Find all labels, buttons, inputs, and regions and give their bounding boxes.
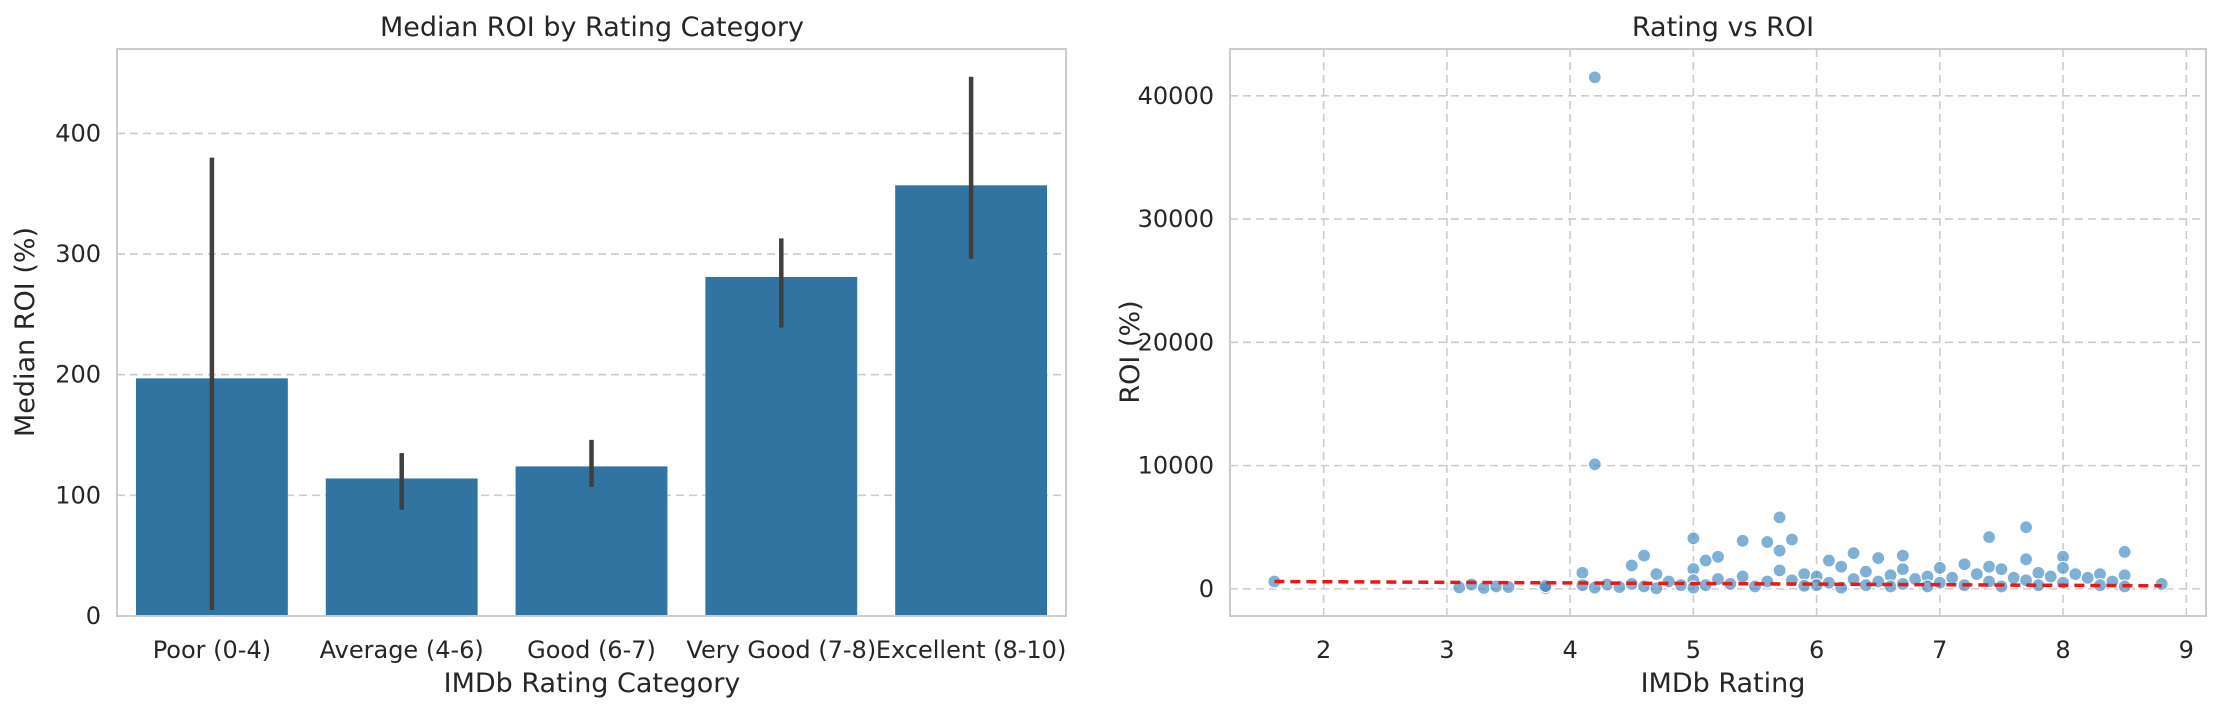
scatter-x-axis-label: IMDb Rating — [1641, 668, 1806, 699]
scatter-x-tick-label: 2 — [1316, 636, 1331, 664]
bar-x-tick-label: Very Good (7-8) — [686, 636, 876, 664]
scatter-point — [1982, 559, 1997, 574]
bar-y-axis-label: Median ROI (%) — [10, 227, 41, 437]
scatter-y-tick-label: 0 — [1199, 575, 1214, 603]
scatter-point — [1747, 579, 1763, 594]
scatter-point — [1686, 531, 1701, 546]
bar-x-tick-label: Excellent (8-10) — [876, 636, 1066, 664]
scatter-y-tick-label: 10000 — [1138, 452, 1214, 480]
scatter-x-tick-label: 9 — [2179, 636, 2194, 664]
bar-x-tick-label: Good (6-7) — [527, 636, 656, 664]
scatter-point — [1945, 570, 1960, 585]
scatter-point — [2068, 566, 2083, 582]
scatter-point — [1969, 566, 1984, 582]
bar-y-tick-label: 300 — [55, 240, 101, 268]
scatter-plot-frame — [1229, 48, 2207, 617]
scatter-point — [1895, 548, 1910, 563]
scatter-points — [1267, 70, 2169, 596]
scatter-x-tick-label: 8 — [2055, 636, 2070, 664]
scatter-point — [1698, 553, 1713, 568]
scatter-point — [1760, 534, 1775, 550]
scatter-point — [1797, 566, 1812, 582]
scatter-x-tick-label: 5 — [1686, 636, 1701, 664]
bar-x-tick-label: Average (4-6) — [320, 636, 484, 664]
scatter-point — [1760, 574, 1775, 589]
scatter-point — [1649, 566, 1664, 582]
bar-error-bars — [209, 76, 974, 610]
scatter-point — [2154, 576, 2169, 592]
scatter-y-tick-labels: 0 10000 20000 30000 40000 — [1138, 82, 1214, 603]
bar-y-tick-labels: 0 100 200 300 400 — [55, 119, 101, 630]
scatter-point — [1575, 578, 1590, 593]
scatter-point — [1587, 457, 1602, 472]
scatter-point — [1636, 548, 1652, 563]
scatter-point — [1735, 533, 1750, 548]
bar-series — [135, 185, 1048, 616]
scatter-chart-title: Rating vs ROI — [1632, 12, 1814, 43]
scatter-point — [1982, 530, 1997, 545]
scatter-point — [2031, 565, 2046, 580]
scatter-point — [2006, 570, 2021, 585]
scatter-x-tick-label: 3 — [1439, 636, 1454, 664]
bar-chart-title: Median ROI by Rating Category — [380, 12, 804, 43]
scatter-point — [1772, 563, 1787, 578]
scatter-point — [1883, 579, 1898, 594]
scatter-point — [1772, 543, 1787, 558]
scatter-point — [2043, 569, 2058, 584]
bar-plot-frame — [116, 48, 1067, 617]
bar-x-tick-labels: Poor (0-4) Average (4-6) Good (6-7) Very Go… — [153, 636, 1067, 664]
bar-y-tick-label: 400 — [55, 119, 101, 147]
scatter-gridlines — [1230, 49, 2206, 616]
scatter-point — [1821, 553, 1837, 568]
scatter-point — [2055, 575, 2071, 590]
bar — [705, 277, 858, 616]
scatter-point — [1932, 575, 1947, 590]
scatter-y-tick-label: 40000 — [1138, 82, 1214, 110]
scatter-point — [1575, 565, 1590, 580]
scatter-y-tick-label: 20000 — [1138, 328, 1214, 356]
scatter-point — [1957, 557, 1972, 572]
scatter-point — [1710, 549, 1726, 564]
scatter-point — [2018, 520, 2034, 535]
scatter-point — [1661, 574, 1676, 589]
bar-y-tick-label: 100 — [55, 481, 101, 509]
scatter-chart-panel: 0 10000 20000 30000 40000 2 3 4 5 6 7 8 9 Rating vs… — [1115, 12, 2207, 699]
scatter-x-tick-label: 4 — [1562, 636, 1577, 664]
scatter-x-tick-label: 7 — [1932, 636, 1947, 664]
scatter-point — [2117, 544, 2132, 560]
scatter-x-tick-labels: 2 3 4 5 6 7 8 9 — [1316, 636, 2194, 664]
bar-y-tick-label: 0 — [86, 602, 101, 630]
scatter-point — [2080, 570, 2095, 585]
bar-x-axis-label: IMDb Rating Category — [444, 668, 741, 699]
scatter-point — [1624, 558, 1639, 573]
scatter-point — [1895, 562, 1910, 577]
scatter-point — [1735, 569, 1750, 584]
scatter-point — [1994, 562, 2009, 577]
scatter-y-axis-label: ROI (%) — [1115, 300, 1146, 403]
scatter-point — [2018, 552, 2034, 567]
scatter-point — [2055, 560, 2071, 576]
scatter-point — [1834, 559, 1849, 574]
scatter-point — [1932, 560, 1947, 576]
bar-x-tick-label: Poor (0-4) — [153, 636, 271, 664]
bar — [515, 466, 668, 616]
scatter-point — [1772, 510, 1787, 525]
scatter-x-tick-label: 6 — [1809, 636, 1824, 664]
scatter-point — [1464, 577, 1479, 592]
scatter-point — [1871, 550, 1886, 566]
scatter-point — [1587, 70, 1602, 85]
bar-chart-panel: 0 100 200 300 400 Poor (0-4) Average (4-6) Goo… — [10, 12, 1067, 699]
scatter-point — [1858, 564, 1873, 579]
scatter-y-tick-label: 30000 — [1138, 205, 1214, 233]
scatter-trendline — [1274, 579, 2162, 588]
scatter-point — [1784, 532, 1800, 547]
scatter-point — [1846, 546, 1861, 561]
bar-y-tick-label: 200 — [55, 361, 101, 389]
